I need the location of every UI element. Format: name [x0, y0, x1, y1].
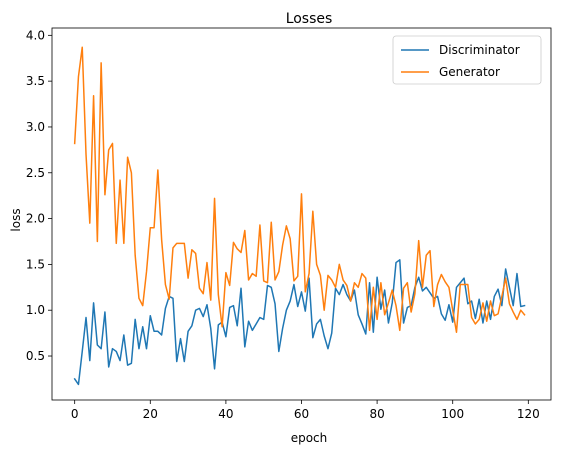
y-tick-label: 2.0: [26, 212, 45, 226]
x-tick-label: 120: [517, 407, 540, 421]
y-tick-label: 3.5: [26, 74, 45, 88]
x-tick-label: 100: [441, 407, 464, 421]
x-tick-label: 0: [71, 407, 79, 421]
legend-box: [392, 35, 542, 85]
x-axis: 0 20 40 60 80 100 120: [71, 400, 540, 421]
y-tick-label: 1.5: [26, 257, 45, 271]
series-line-generator: [73, 46, 526, 333]
y-axis-label: loss: [9, 208, 23, 231]
x-tick-label: 80: [369, 407, 384, 421]
y-tick-label: 2.5: [26, 166, 45, 180]
x-tick-label: 60: [294, 407, 309, 421]
x-tick-label: 20: [143, 407, 158, 421]
y-axis: 0.5 1.0 1.5 2.0 2.5 3.0 3.5 4.0: [26, 28, 52, 363]
y-tick-label: 1.0: [26, 303, 45, 317]
series-line-discriminator: [73, 259, 526, 386]
y-tick-label: 4.0: [26, 28, 45, 42]
chart-title: Losses: [286, 11, 333, 27]
legend: Discriminator Generator: [392, 35, 542, 85]
y-tick-label: 3.0: [26, 120, 45, 134]
legend-label-discriminator: Discriminator: [439, 43, 520, 57]
x-axis-label: epoch: [291, 431, 328, 445]
legend-label-generator: Generator: [439, 65, 500, 79]
y-tick-label: 0.5: [26, 349, 45, 363]
x-tick-label: 40: [218, 407, 233, 421]
